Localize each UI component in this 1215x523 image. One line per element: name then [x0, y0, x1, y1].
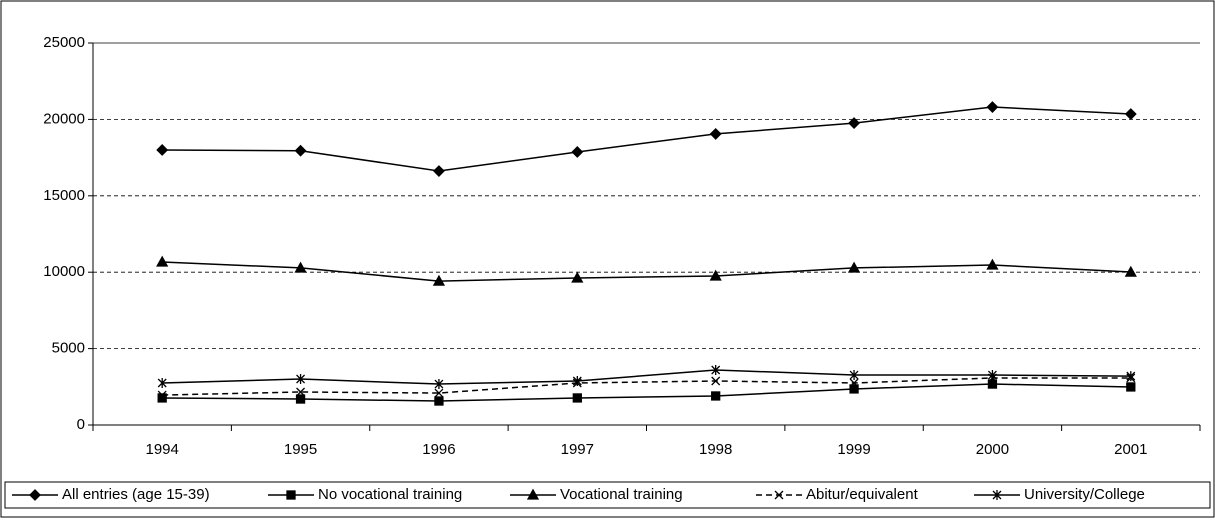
legend-label: University/College — [1024, 486, 1145, 503]
marker — [1126, 382, 1136, 392]
marker — [157, 393, 167, 403]
marker — [711, 391, 721, 401]
x-tick-label: 2000 — [976, 441, 1009, 458]
marker — [434, 388, 444, 398]
marker — [296, 387, 306, 397]
legend-marker — [992, 490, 1002, 500]
marker — [572, 375, 582, 386]
legend-label: Vocational training — [560, 486, 683, 503]
marker — [987, 370, 997, 381]
marker — [157, 377, 167, 388]
marker — [434, 396, 444, 406]
marker — [294, 144, 307, 157]
marker — [848, 117, 860, 129]
marker — [986, 258, 999, 270]
marker — [572, 393, 582, 403]
x-tick-label: 1996 — [422, 441, 455, 458]
legend-marker — [29, 489, 41, 501]
y-tick-label: 5000 — [52, 340, 85, 357]
x-tick-label: 1994 — [146, 441, 179, 458]
marker — [571, 271, 584, 283]
series-line — [162, 369, 1131, 385]
marker — [711, 364, 721, 375]
series-line — [162, 261, 1131, 282]
y-tick-label: 10000 — [43, 263, 85, 280]
marker — [987, 379, 998, 389]
legend-marker — [774, 490, 784, 500]
marker — [849, 370, 859, 381]
marker — [1124, 265, 1137, 277]
series-line — [162, 383, 1131, 402]
y-tick-label: 0 — [77, 416, 85, 433]
marker — [296, 374, 306, 385]
series-line — [162, 106, 1131, 172]
y-tick-label: 20000 — [43, 110, 85, 127]
legend-marker — [526, 488, 540, 500]
marker — [156, 255, 169, 267]
x-tick-label: 1999 — [837, 441, 870, 458]
y-tick-label: 25000 — [43, 34, 85, 51]
legend-marker — [286, 490, 296, 500]
legend-label: All entries (age 15-39) — [62, 486, 210, 503]
marker — [295, 394, 306, 404]
marker — [156, 144, 169, 156]
marker — [571, 146, 584, 158]
marker — [433, 165, 445, 177]
marker — [847, 261, 861, 273]
x-tick-label: 1998 — [699, 441, 732, 458]
marker — [1124, 108, 1137, 120]
x-tick-label: 2001 — [1114, 441, 1147, 458]
marker — [986, 101, 999, 113]
legend-label: No vocational training — [318, 486, 462, 503]
marker — [434, 379, 444, 390]
marker — [294, 261, 307, 273]
y-tick-label: 15000 — [43, 187, 85, 204]
legend-label: Abitur/equivalent — [806, 486, 919, 503]
marker — [709, 127, 722, 140]
marker — [709, 269, 722, 281]
x-tick-label: 1995 — [284, 441, 317, 458]
marker — [711, 376, 721, 386]
marker — [432, 274, 446, 286]
marker — [1126, 371, 1136, 382]
marker — [157, 390, 167, 400]
marker — [849, 384, 859, 394]
marker — [849, 378, 859, 388]
series-line — [162, 377, 1131, 396]
x-tick-label: 1997 — [561, 441, 594, 458]
